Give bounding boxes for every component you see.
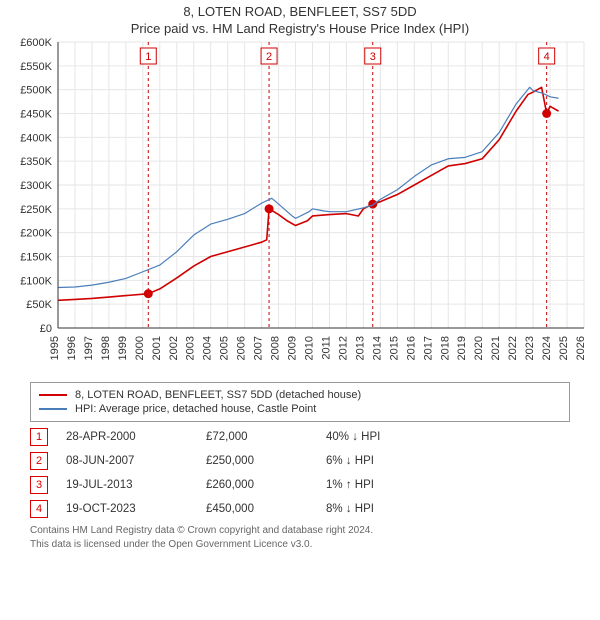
event-row: 4 19-OCT-2023£450,0008% ↓ HPI (30, 500, 570, 518)
svg-text:2010: 2010 (304, 336, 316, 360)
event-diff: 40% ↓ HPI (326, 431, 446, 443)
legend: 8, LOTEN ROAD, BENFLEET, SS7 5DD (detach… (30, 382, 570, 422)
svg-text:£500K: £500K (20, 85, 52, 97)
svg-text:2: 2 (266, 51, 272, 63)
legend-item: HPI: Average price, detached house, Cast… (39, 403, 561, 415)
svg-text:2008: 2008 (270, 336, 282, 360)
svg-text:2005: 2005 (219, 336, 231, 360)
svg-text:2007: 2007 (253, 336, 265, 360)
svg-text:2002: 2002 (168, 336, 180, 360)
legend-swatch (39, 394, 67, 396)
events-table: 1 28-APR-2000£72,00040% ↓ HPI 2 08-JUN-2007… (30, 428, 570, 518)
event-date: 28-APR-2000 (66, 431, 206, 443)
svg-text:£550K: £550K (20, 61, 52, 73)
svg-text:£350K: £350K (20, 156, 52, 168)
event-diff: 1% ↑ HPI (326, 479, 446, 491)
event-diff: 8% ↓ HPI (326, 503, 446, 515)
footer-attribution: Contains HM Land Registry data © Crown c… (30, 524, 570, 551)
svg-text:2015: 2015 (388, 336, 400, 360)
event-marker: 3 (30, 476, 48, 494)
svg-text:£0: £0 (40, 323, 52, 335)
event-price: £450,000 (206, 503, 326, 515)
svg-text:£50K: £50K (26, 299, 52, 311)
svg-text:2014: 2014 (371, 336, 383, 360)
event-price: £250,000 (206, 455, 326, 467)
chart-title: 8, LOTEN ROAD, BENFLEET, SS7 5DD (0, 4, 600, 19)
svg-text:2000: 2000 (134, 336, 146, 360)
svg-text:2011: 2011 (320, 336, 332, 360)
footer-line-2: This data is licensed under the Open Gov… (30, 538, 570, 552)
svg-text:4: 4 (544, 51, 550, 63)
svg-text:£600K: £600K (20, 37, 52, 49)
svg-text:2025: 2025 (558, 336, 570, 360)
svg-text:1996: 1996 (66, 336, 78, 360)
svg-text:2021: 2021 (490, 336, 502, 360)
event-price: £72,000 (206, 431, 326, 443)
svg-text:2023: 2023 (524, 336, 536, 360)
svg-text:£250K: £250K (20, 204, 52, 216)
chart-subtitle: Price paid vs. HM Land Registry's House … (0, 21, 600, 36)
svg-text:£150K: £150K (20, 252, 52, 264)
svg-text:2012: 2012 (337, 336, 349, 360)
svg-text:1995: 1995 (49, 336, 61, 360)
legend-item: 8, LOTEN ROAD, BENFLEET, SS7 5DD (detach… (39, 389, 561, 401)
svg-text:2006: 2006 (236, 336, 248, 360)
svg-text:2013: 2013 (354, 336, 366, 360)
event-marker: 1 (30, 428, 48, 446)
svg-text:3: 3 (370, 51, 376, 63)
svg-text:2009: 2009 (287, 336, 299, 360)
svg-text:2004: 2004 (202, 336, 214, 360)
svg-text:1997: 1997 (83, 336, 95, 360)
event-row: 3 19-JUL-2013£260,0001% ↑ HPI (30, 476, 570, 494)
event-row: 2 08-JUN-2007£250,0006% ↓ HPI (30, 452, 570, 470)
event-date: 08-JUN-2007 (66, 455, 206, 467)
svg-text:£100K: £100K (20, 275, 52, 287)
svg-text:£450K: £450K (20, 109, 52, 121)
svg-text:£200K: £200K (20, 228, 52, 240)
event-marker: 4 (30, 500, 48, 518)
svg-text:2019: 2019 (456, 336, 468, 360)
svg-text:£400K: £400K (20, 132, 52, 144)
svg-text:1: 1 (145, 51, 151, 63)
legend-label: 8, LOTEN ROAD, BENFLEET, SS7 5DD (detach… (75, 389, 361, 401)
svg-text:2001: 2001 (151, 336, 163, 360)
svg-text:2024: 2024 (541, 336, 553, 360)
svg-text:2022: 2022 (507, 336, 519, 360)
svg-text:2026: 2026 (575, 336, 587, 360)
legend-swatch (39, 408, 67, 410)
event-date: 19-OCT-2023 (66, 503, 206, 515)
event-marker: 2 (30, 452, 48, 470)
event-date: 19-JUL-2013 (66, 479, 206, 491)
footer-line-1: Contains HM Land Registry data © Crown c… (30, 524, 570, 538)
svg-text:£300K: £300K (20, 180, 52, 192)
svg-text:1998: 1998 (100, 336, 112, 360)
legend-label: HPI: Average price, detached house, Cast… (75, 403, 316, 415)
event-row: 1 28-APR-2000£72,00040% ↓ HPI (30, 428, 570, 446)
price-chart: £0 £50K £100K £150K £200K £250K £300K £350K £400… (0, 36, 600, 376)
svg-text:1999: 1999 (117, 336, 129, 360)
event-price: £260,000 (206, 479, 326, 491)
svg-text:2017: 2017 (422, 336, 434, 360)
svg-text:2016: 2016 (405, 336, 417, 360)
event-diff: 6% ↓ HPI (326, 455, 446, 467)
svg-text:2018: 2018 (439, 336, 451, 360)
svg-text:2003: 2003 (185, 336, 197, 360)
svg-text:2020: 2020 (473, 336, 485, 360)
